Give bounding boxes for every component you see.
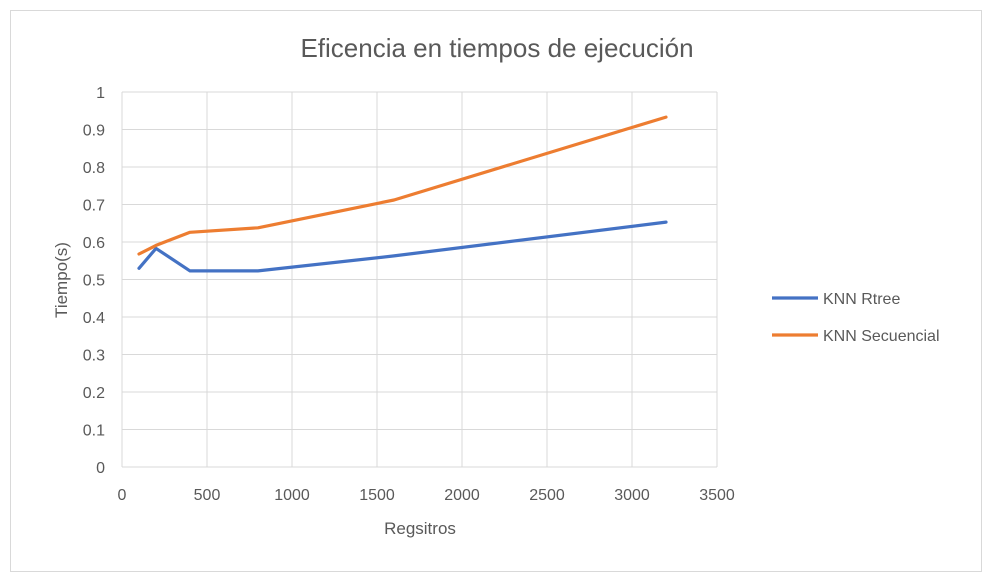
series-line-0 (137, 220, 668, 273)
y-axis-ticks: 0 0.1 0.2 0.3 0.4 0.5 0.6 0.7 0.8 0.9 1 (83, 85, 105, 477)
y-tick-label: 0.8 (83, 160, 105, 177)
y-tick-label: 0.9 (83, 123, 105, 140)
x-tick-label: 3500 (699, 487, 735, 504)
y-tick-label: 0.3 (83, 348, 105, 365)
y-tick-label: 0 (96, 460, 105, 477)
legend: KNN Rtree KNN Secuencial (772, 291, 940, 345)
y-tick-label: 0.4 (83, 310, 105, 327)
legend-label-0: KNN Rtree (823, 291, 900, 308)
chart-frame (10, 10, 982, 572)
x-tick-label: 1000 (274, 487, 310, 504)
x-tick-label: 2000 (444, 487, 480, 504)
y-tick-label: 0.5 (83, 273, 105, 290)
y-axis-title: Tiempo(s) (52, 242, 71, 318)
x-axis-title: Regsitros (384, 519, 456, 538)
y-tick-label: 0.1 (83, 423, 105, 440)
y-tick-label: 0.2 (83, 385, 105, 402)
x-axis-ticks: 0 500 1000 1500 2000 2500 3000 3500 (118, 487, 735, 504)
chart-title: Eficencia en tiempos de ejecución (300, 33, 693, 63)
legend-label-1: KNN Secuencial (823, 328, 940, 345)
x-tick-label: 3000 (614, 487, 650, 504)
y-tick-label: 1 (96, 85, 105, 102)
series-line-1 (137, 115, 668, 256)
x-tick-label: 1500 (359, 487, 395, 504)
x-tick-label: 0 (118, 487, 127, 504)
grid-lines (121, 91, 718, 468)
x-tick-label: 500 (194, 487, 221, 504)
series-lines (137, 115, 668, 273)
y-tick-label: 0.6 (83, 235, 105, 252)
y-tick-label: 0.7 (83, 198, 105, 215)
x-tick-label: 2500 (529, 487, 565, 504)
